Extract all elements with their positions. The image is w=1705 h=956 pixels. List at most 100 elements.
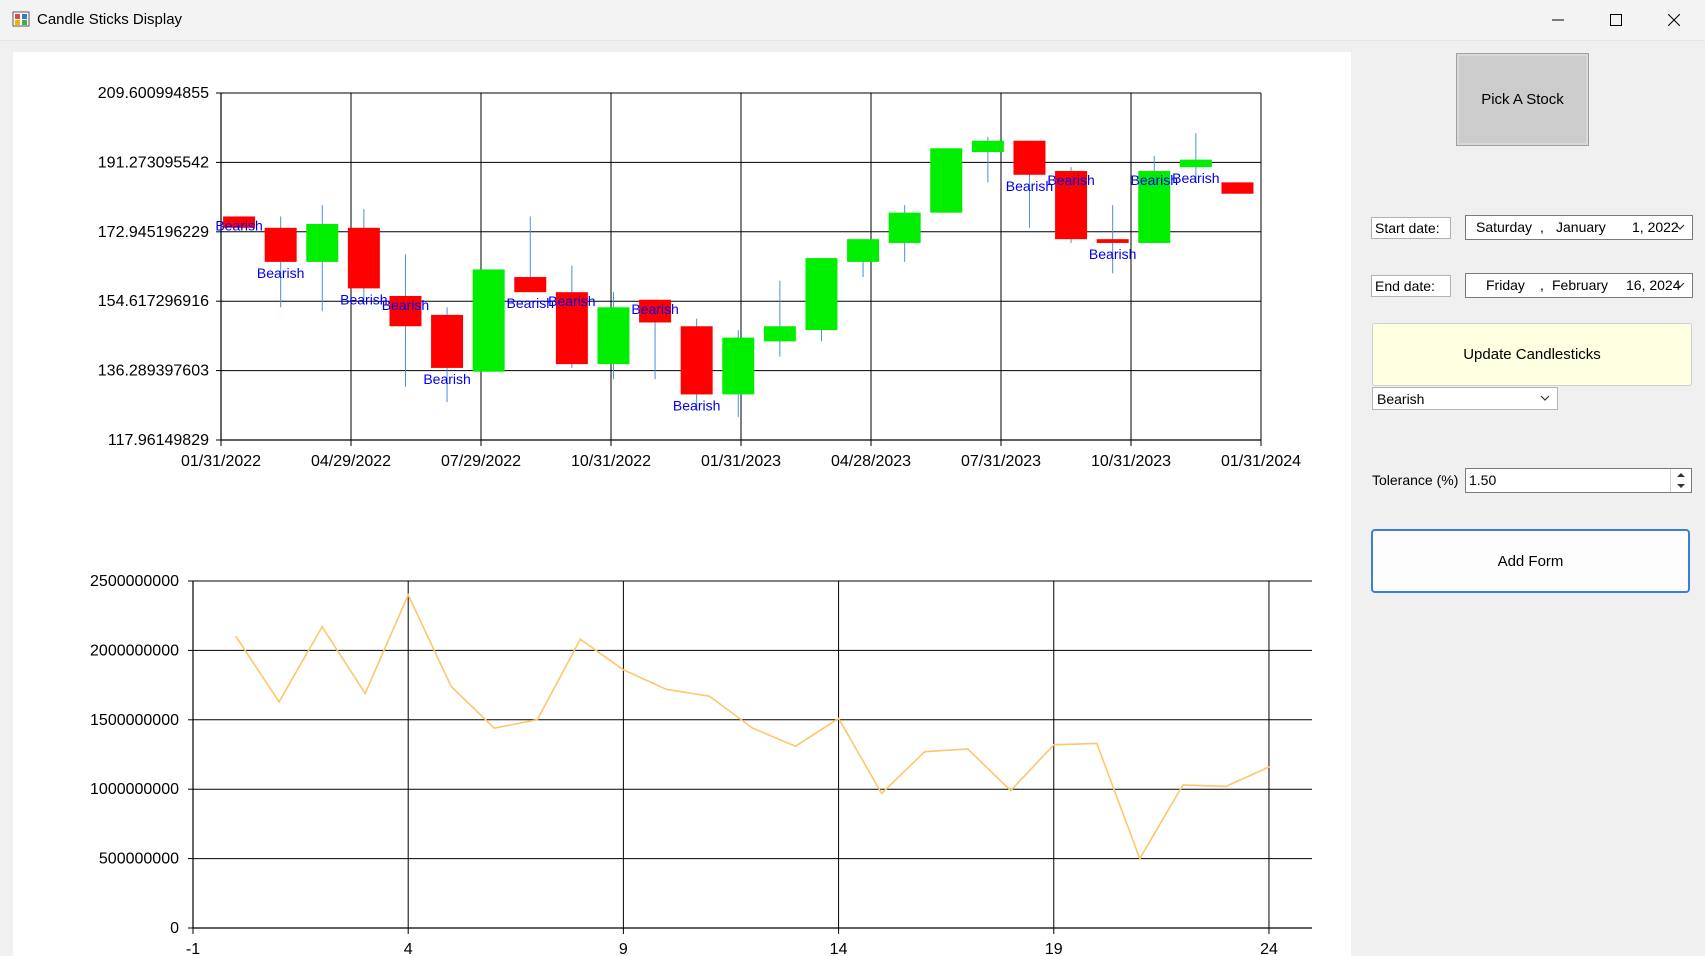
start-date-label: Start date: (1371, 217, 1451, 239)
pattern-annotation: Bearish (382, 297, 429, 313)
candle-body (971, 140, 1004, 153)
spin-up-icon[interactable] (1671, 469, 1691, 480)
y-tick-label: 209.600994855 (98, 85, 209, 102)
close-button[interactable] (1645, 0, 1703, 40)
end-month: February (1552, 277, 1609, 293)
update-candlesticks-button[interactable]: Update Candlesticks (1372, 323, 1692, 386)
y-tick-label: 172.945196229 (98, 224, 209, 241)
pattern-annotation: Bearish (1172, 170, 1219, 186)
app-icon (12, 11, 30, 27)
start-date-picker[interactable]: Saturday , January 1, 2022 (1465, 215, 1693, 240)
candle-body (722, 337, 755, 395)
end-date-value: 16, 2024 (1626, 277, 1681, 293)
candle-body (472, 269, 505, 372)
candle-body (597, 307, 630, 365)
y-tick-label: 136.289397603 (98, 363, 209, 380)
pattern-annotation: Bearish (507, 295, 554, 311)
tolerance-input[interactable]: 1.50 (1465, 468, 1692, 493)
candle-body (431, 314, 464, 368)
volume-point (579, 638, 582, 641)
chevron-down-icon (1675, 224, 1685, 230)
window-title: Candle Sticks Display (37, 11, 183, 28)
x-tick-label: 14 (830, 941, 848, 956)
x-tick-label: 10/31/2022 (571, 453, 651, 470)
volume-point (708, 695, 711, 698)
volume-point (1096, 742, 1098, 745)
y-tick-label: 191.273095542 (98, 154, 209, 171)
volume-point (407, 594, 409, 596)
volume-point (364, 692, 366, 695)
title-bar: Candle Sticks Display (0, 0, 1705, 41)
candle-body (264, 227, 297, 262)
y-tick-label: 2000000000 (90, 642, 179, 659)
x-tick-label: 24 (1260, 941, 1278, 956)
candle-body (639, 299, 672, 323)
y-tick-label: 500000000 (99, 851, 179, 868)
pattern-select-value: Bearish (1377, 391, 1425, 407)
pattern-annotation: Bearish (1006, 178, 1053, 194)
x-tick-label: -1 (186, 941, 200, 956)
volume-point (1268, 766, 1270, 768)
add-form-button[interactable]: Add Form (1371, 529, 1690, 593)
candle-body (1138, 171, 1171, 243)
tolerance-label: Tolerance (%) (1372, 472, 1459, 488)
y-tick-label: 1000000000 (90, 781, 179, 798)
volume-point (665, 688, 668, 691)
candle-body (389, 295, 422, 327)
minimize-icon (1552, 19, 1564, 21)
start-month: January (1556, 219, 1606, 235)
y-tick-label: 2500000000 (90, 573, 179, 590)
x-tick-label: 01/31/2024 (1221, 453, 1301, 470)
candlestick-chart: 209.600994855 191.273095542 172.945196229 1… (98, 85, 1301, 470)
pattern-select[interactable]: Bearish (1372, 387, 1558, 410)
pattern-annotation: Bearish (423, 371, 470, 387)
start-date-value: 1, 2022 (1632, 219, 1679, 235)
volume-point (923, 750, 926, 753)
maximize-icon (1610, 14, 1622, 26)
candle-body (223, 216, 256, 228)
end-date-picker[interactable]: Friday , February 16, 2024 (1465, 273, 1693, 298)
pattern-annotation: Bearish (1131, 172, 1178, 188)
volume-chart: 2500000000 2000000000 1500000000 1000000000… (90, 573, 1312, 956)
candle-body (1096, 239, 1129, 243)
x-tick-label: 07/29/2022 (441, 453, 521, 470)
pattern-annotation: Bearish (673, 397, 720, 413)
candle-body (1013, 140, 1046, 175)
pattern-annotation: Bearish (1047, 172, 1094, 188)
volume-point (794, 745, 797, 747)
candle-body (306, 224, 339, 262)
chart-panel: 209.600994855 191.273095542 172.945196229 1… (13, 52, 1351, 956)
x-tick-label: 10/31/2023 (1091, 453, 1171, 470)
pick-stock-button[interactable]: Pick A Stock (1456, 53, 1589, 146)
candle-body (1221, 182, 1254, 194)
volume-point (1182, 784, 1184, 786)
candle-body (805, 258, 838, 331)
volume-point (1052, 743, 1055, 746)
candle-body (763, 326, 796, 342)
volume-point (321, 626, 323, 628)
candle-body (888, 212, 921, 243)
chevron-down-icon (1675, 282, 1685, 288)
maximize-button[interactable] (1587, 0, 1645, 40)
chevron-down-icon (1540, 395, 1550, 401)
candle-body (347, 227, 380, 289)
candle-body (1179, 159, 1212, 168)
x-tick-label: 4 (404, 941, 413, 956)
spin-down-icon[interactable] (1671, 480, 1691, 491)
volume-point (880, 792, 883, 795)
candle-body (555, 292, 588, 365)
end-sep: , (1540, 277, 1544, 293)
volume-point (278, 700, 280, 703)
pattern-annotation: Bearish (1089, 246, 1136, 262)
volume-series-line (235, 592, 1270, 861)
end-date-label: End date: (1371, 275, 1451, 297)
candle-body (847, 239, 880, 262)
y-tick-label: 154.617296916 (98, 293, 209, 310)
close-icon (1668, 14, 1680, 26)
volume-point (1225, 785, 1227, 788)
minimize-button[interactable] (1529, 0, 1587, 40)
start-sep: , (1540, 219, 1544, 235)
tolerance-spinner[interactable] (1670, 469, 1691, 492)
volume-point (751, 727, 754, 729)
x-tick-label: 04/28/2023 (831, 453, 911, 470)
